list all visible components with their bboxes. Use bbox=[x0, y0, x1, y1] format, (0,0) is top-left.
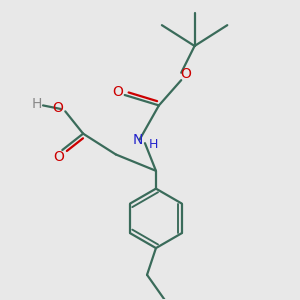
Text: H: H bbox=[148, 138, 158, 151]
Text: O: O bbox=[112, 85, 123, 99]
Text: O: O bbox=[52, 101, 63, 116]
Text: N: N bbox=[133, 133, 143, 147]
Text: H: H bbox=[32, 97, 42, 111]
Text: O: O bbox=[53, 149, 64, 164]
Text: O: O bbox=[180, 67, 191, 81]
